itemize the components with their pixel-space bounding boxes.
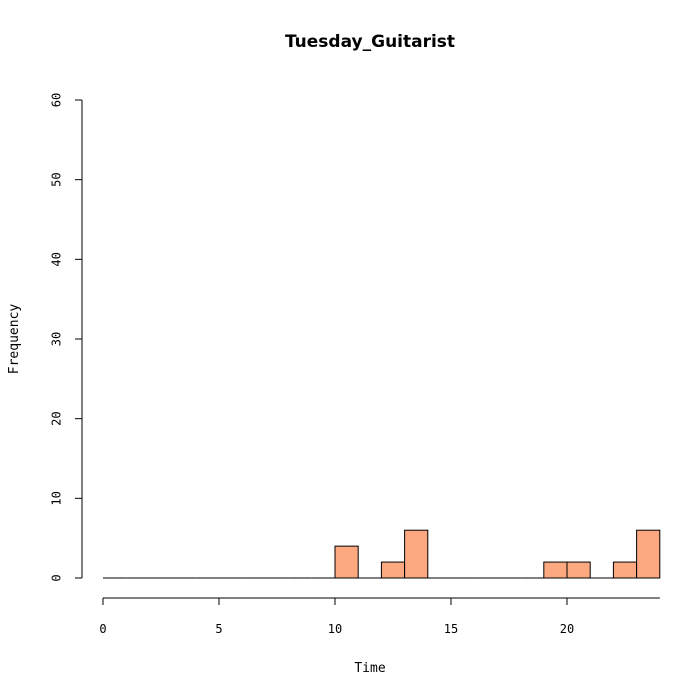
y-tick-label: 60 <box>50 93 64 107</box>
x-tick-label: 20 <box>560 622 574 636</box>
histogram-bar <box>334 545 359 579</box>
y-axis: 0 10 20 30 40 50 60 <box>50 93 83 582</box>
x-tick-label: 10 <box>328 622 342 636</box>
y-tick-label: 40 <box>50 252 64 266</box>
x-axis: 0 5 10 15 20 <box>99 597 660 636</box>
y-axis-label: Frequency <box>7 304 22 375</box>
histogram-bar <box>380 561 406 579</box>
x-tick-label: 0 <box>99 622 106 636</box>
y-tick-label: 50 <box>50 172 64 186</box>
bars-group <box>103 529 661 579</box>
histogram-bar <box>543 561 568 579</box>
x-axis-label: Time <box>354 661 385 676</box>
histogram-bar <box>404 529 429 579</box>
histogram-bar <box>566 561 591 579</box>
chart-title: Tuesday_Guitarist <box>285 32 455 52</box>
x-tick-label: 15 <box>444 622 458 636</box>
y-tick-label: 10 <box>50 491 64 505</box>
histogram-bar <box>612 561 638 579</box>
x-tick-label: 5 <box>215 622 222 636</box>
histogram-bar <box>636 529 661 579</box>
y-tick-label: 20 <box>50 411 64 425</box>
y-tick-label: 0 <box>50 574 64 581</box>
y-tick-label: 30 <box>50 332 64 346</box>
